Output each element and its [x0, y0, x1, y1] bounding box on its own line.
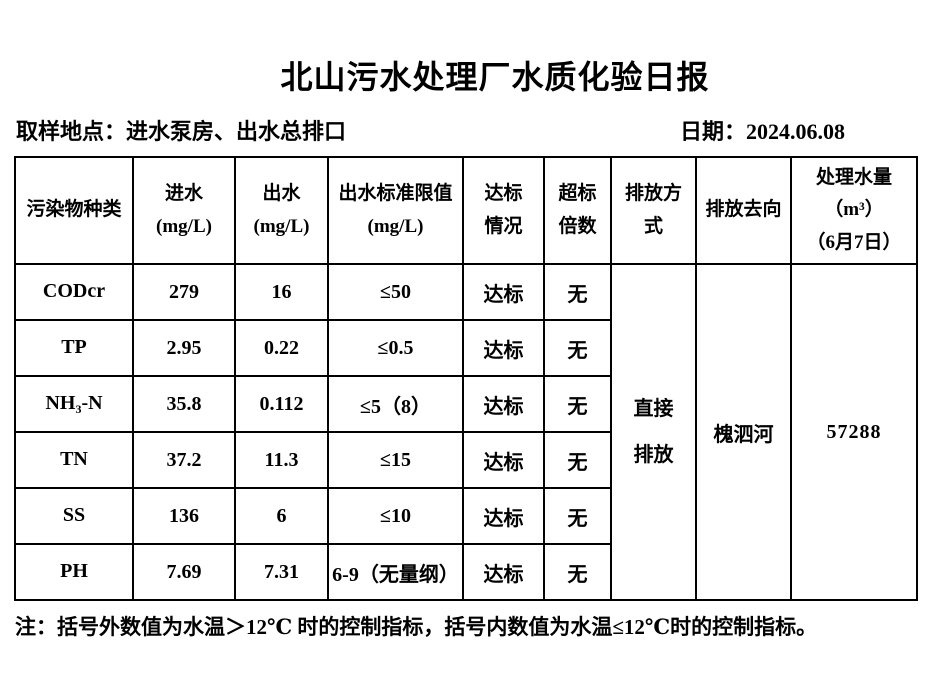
- header-treated-volume: 处理水量 （m³） （6月7日）: [790, 156, 918, 265]
- outflow-value-cell: 11.3: [234, 431, 329, 489]
- limit-value-cell: ≤50: [327, 263, 464, 321]
- inflow-value-cell: 37.2: [132, 431, 236, 489]
- header-row: 污染物种类 进水 (mg/L) 出水 (mg/L) 出水标准限值 (mg/L) …: [14, 156, 918, 265]
- discharge-destination-cell: 槐泗河: [695, 263, 792, 601]
- inflow-value-cell: 7.69: [132, 543, 236, 601]
- exceed-ratio-cell: 无: [543, 263, 612, 321]
- header-outflow: 出水 (mg/L): [234, 156, 329, 265]
- limit-value-cell: ≤10: [327, 487, 464, 545]
- pollutant-name-cell: TP: [14, 319, 134, 377]
- compliance-status-cell: 达标: [462, 543, 545, 601]
- water-quality-table: 污染物种类 进水 (mg/L) 出水 (mg/L) 出水标准限值 (mg/L) …: [14, 156, 918, 601]
- exceed-ratio-cell: 无: [543, 375, 612, 433]
- header-exceed-ratio: 超标 倍数: [543, 156, 612, 265]
- table-row-ph: PH 7.69 7.31 6-9（无量纲） 达标 无: [14, 543, 917, 601]
- table-row-ss: SS 136 6 ≤10 达标 无: [14, 487, 917, 545]
- meta-row: 取样地点：进水泵房、出水总排口 日期：2024.06.08: [0, 114, 930, 146]
- inflow-value-cell: 2.95: [132, 319, 236, 377]
- report-date-label: 日期：2024.06.08: [679, 119, 845, 144]
- inflow-value-cell: 35.8: [132, 375, 236, 433]
- table-row-nh3n: NH3-N 35.8 0.112 ≤5（8） 达标 无: [14, 375, 917, 433]
- pollutant-name-cell: CODcr: [14, 263, 134, 321]
- exceed-ratio-cell: 无: [543, 319, 612, 377]
- pollutant-name-cell: TN: [14, 431, 134, 489]
- table-row-codcr: CODcr 279 16 ≤50 达标 无 直接 排放 槐泗河 57288: [14, 263, 918, 601]
- inflow-value-cell: 279: [132, 263, 236, 321]
- inflow-value-cell: 136: [132, 487, 236, 545]
- exceed-ratio-cell: 无: [543, 543, 612, 601]
- discharge-mode-cell: 直接 排放: [610, 263, 697, 601]
- pollutant-name-cell: PH: [14, 543, 134, 601]
- limit-value-cell: ≤15: [327, 431, 464, 489]
- header-outflow-limit: 出水标准限值 (mg/L): [327, 156, 464, 265]
- limit-value-cell: ≤0.5: [327, 319, 464, 377]
- table-row-tn: TN 37.2 11.3 ≤15 达标 无: [14, 431, 917, 489]
- header-inflow: 进水 (mg/L): [132, 156, 236, 265]
- treated-volume-cell: 57288: [790, 263, 918, 601]
- compliance-status-cell: 达标: [462, 487, 545, 545]
- limit-value-cell: ≤5（8）: [327, 375, 464, 433]
- footnote: 注：括号外数值为水温＞12℃ 时的控制指标，括号内数值为水温≤12℃时的控制指标…: [15, 615, 818, 639]
- sampling-location-label: 取样地点：进水泵房、出水总排口: [16, 119, 347, 144]
- compliance-status-cell: 达标: [462, 319, 545, 377]
- exceed-ratio-cell: 无: [543, 431, 612, 489]
- table-row-tp: TP 2.95 0.22 ≤0.5 达标 无: [14, 319, 917, 377]
- header-discharge-destination: 排放去向: [695, 156, 792, 265]
- outflow-value-cell: 6: [234, 487, 329, 545]
- outflow-value-cell: 0.112: [234, 375, 329, 433]
- compliance-status-cell: 达标: [462, 431, 545, 489]
- page-title: 北山污水处理厂水质化验日报: [280, 59, 710, 95]
- pollutant-name-cell: SS: [14, 487, 134, 545]
- outflow-value-cell: 7.31: [234, 543, 329, 601]
- pollutant-name-cell: NH3-N: [14, 375, 134, 433]
- header-compliance-status: 达标 情况: [462, 156, 545, 265]
- outflow-value-cell: 0.22: [234, 319, 329, 377]
- compliance-status-cell: 达标: [462, 263, 545, 321]
- exceed-ratio-cell: 无: [543, 487, 612, 545]
- header-discharge-mode: 排放方 式: [610, 156, 697, 265]
- header-pollutant-type: 污染物种类: [14, 156, 134, 265]
- compliance-status-cell: 达标: [462, 375, 545, 433]
- limit-value-cell: 6-9（无量纲）: [327, 543, 464, 601]
- outflow-value-cell: 16: [234, 263, 329, 321]
